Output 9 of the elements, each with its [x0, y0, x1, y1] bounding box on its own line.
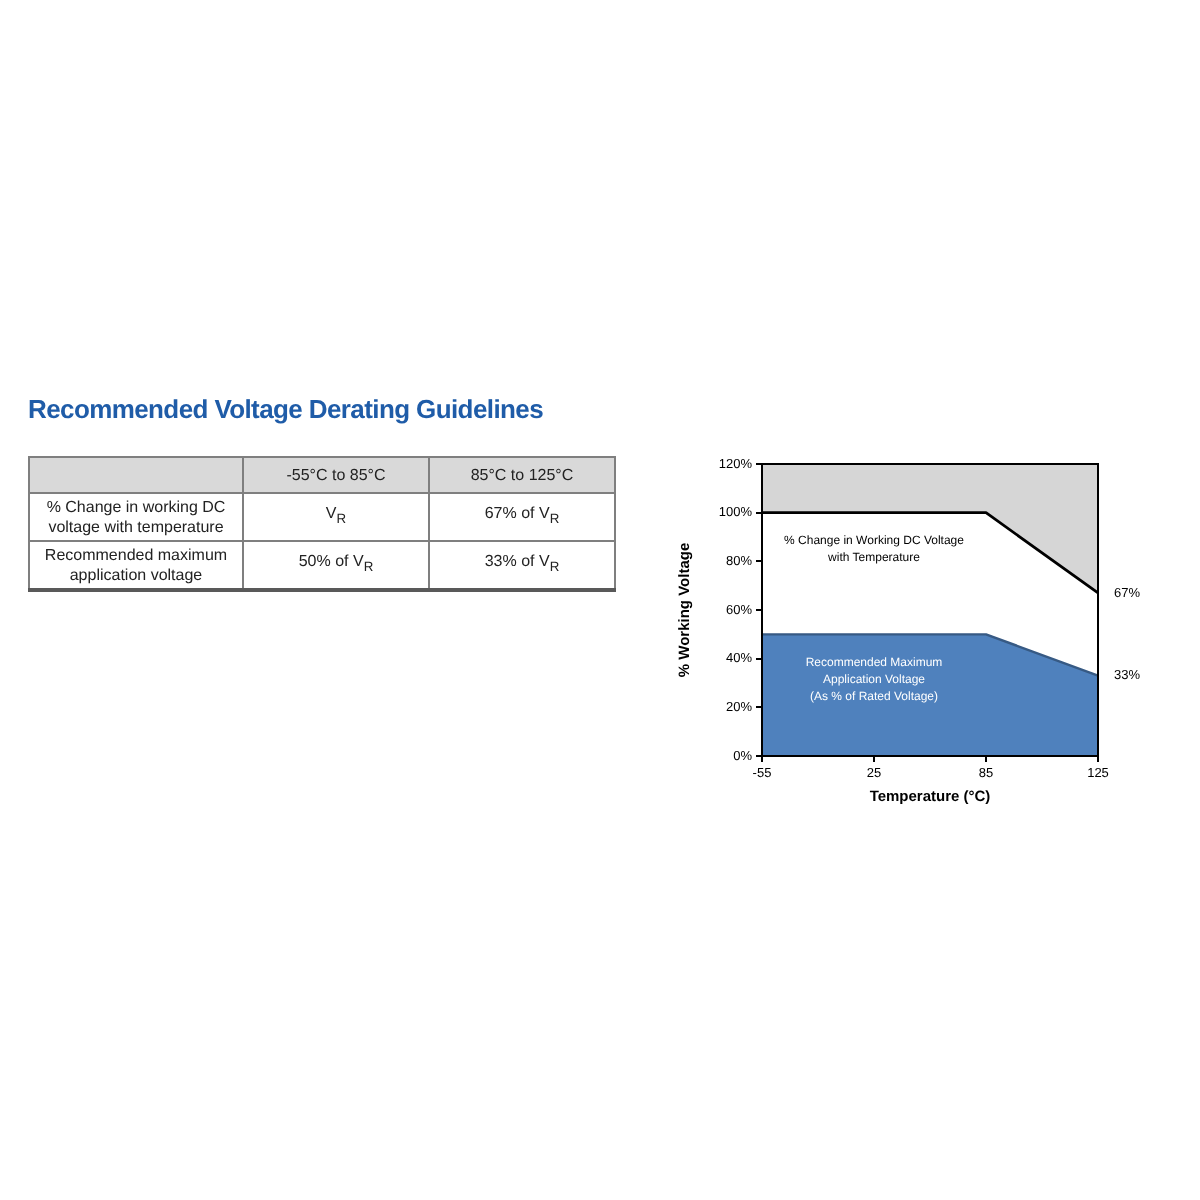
text: -55°C to 85°C [243, 457, 429, 493]
text: 85°C to 125°C [429, 457, 615, 493]
text: V$_{R}$ [243, 493, 429, 541]
text: 67% of V$_{R}$ [429, 493, 615, 541]
text: 50% of V$_{R}$ [243, 541, 429, 590]
text: Recommended maximum application voltage [29, 541, 243, 590]
text: 33% of V$_{R}$ [429, 541, 615, 590]
text: % Change in working DC voltage with temperature [29, 493, 243, 541]
text: Recommended Voltage Derating Guidelines [28, 394, 544, 426]
